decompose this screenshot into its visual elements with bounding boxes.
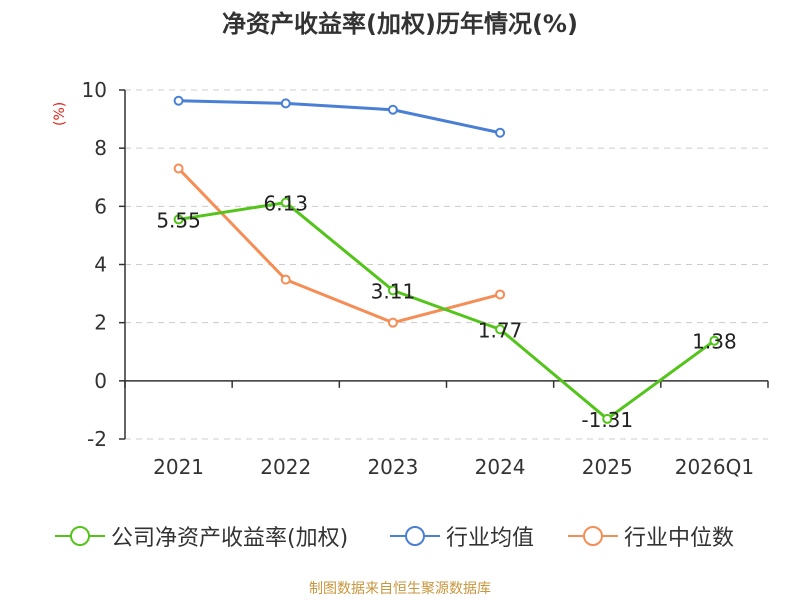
- data-point: [495, 324, 506, 335]
- y-tick-label: 6: [94, 194, 107, 218]
- data-point: [602, 413, 613, 424]
- data-point: [495, 127, 506, 138]
- data-source: 制图数据来自恒生聚源数据库: [309, 581, 491, 597]
- legend-label: 行业均值: [446, 526, 535, 551]
- y-tick-label: 4: [94, 253, 107, 277]
- data-point: [173, 163, 184, 174]
- data-point: [173, 95, 184, 106]
- data-point: [280, 98, 291, 109]
- legend-label: 行业中位数: [624, 526, 735, 551]
- data-point: [387, 285, 398, 296]
- x-tick-label: 2021: [153, 455, 204, 479]
- legend-item-company-roe[interactable]: 公司净资产收益率(加权): [55, 520, 348, 552]
- y-tick-label: 2: [94, 311, 107, 335]
- data-point: [709, 335, 720, 346]
- chart-title: 净资产收益率(加权)历年情况(%): [222, 10, 578, 38]
- x-tick-label: 2025: [582, 455, 633, 479]
- data-point: [387, 104, 398, 115]
- y-tick-label: 0: [94, 369, 107, 393]
- legend-marker-icon: [390, 526, 440, 546]
- x-tick-label: 2023: [367, 455, 418, 479]
- legend-marker-icon: [55, 526, 105, 546]
- data-point: [280, 197, 291, 208]
- x-tick-label: 2022: [260, 455, 311, 479]
- data-label: 6.13: [263, 192, 308, 216]
- legend-marker-icon: [568, 526, 618, 546]
- data-point: [173, 214, 184, 225]
- data-label: 1.38: [692, 330, 737, 354]
- x-tick-label: 2026Q1: [675, 455, 754, 479]
- series-line: [178, 201, 716, 421]
- x-tick-label: 2024: [475, 455, 526, 479]
- legend-item-industry-mean[interactable]: 行业均值: [390, 520, 534, 552]
- legend: 公司净资产收益率(加权) 行业均值 行业中位数: [0, 520, 800, 556]
- data-point: [387, 317, 398, 328]
- y-tick-label: -2: [87, 427, 107, 451]
- y-tick-label: 8: [94, 136, 107, 160]
- y-tick-label: 10: [82, 78, 107, 102]
- legend-item-industry-median[interactable]: 行业中位数: [568, 520, 734, 552]
- data-point: [495, 289, 506, 300]
- data-label: -1.31: [581, 408, 633, 432]
- data-label: 5.55: [156, 208, 201, 232]
- data-point: [280, 274, 291, 285]
- series-line: [178, 99, 501, 135]
- data-label: 1.77: [478, 318, 523, 342]
- legend-label: 公司净资产收益率(加权): [111, 526, 349, 551]
- data-label: 3.11: [371, 279, 416, 303]
